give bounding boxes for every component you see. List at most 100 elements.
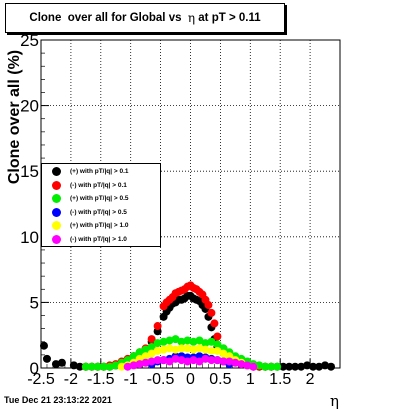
data-point-series-3 [201, 339, 210, 348]
data-point-series-2 [213, 332, 222, 341]
data-point-series-6 [159, 356, 168, 365]
data-point-series-6 [231, 358, 240, 367]
data-point-series-1 [75, 362, 84, 371]
data-point-series-2 [147, 335, 156, 344]
legend-marker [52, 194, 61, 203]
data-point-series-6 [141, 358, 150, 367]
data-point-series-3 [177, 337, 186, 346]
chart-title-greek: η [187, 11, 196, 25]
legend-label: (+) with pT/|q| > 0.1 [70, 168, 129, 175]
timestamp-footer: Tue Dec 21 23:13:22 2021 [4, 395, 112, 405]
data-point-series-1 [321, 361, 330, 370]
data-point-series-2 [207, 308, 216, 317]
legend-entry: (-) with pT/|q| > 0.1 [42, 179, 160, 192]
data-point-series-3 [141, 345, 150, 354]
data-point-series-6 [129, 361, 138, 370]
data-point-series-3 [153, 339, 162, 348]
y-tick-label: 25 [20, 31, 39, 50]
data-point-series-3 [183, 336, 192, 345]
y-tick-label: 0 [30, 359, 39, 378]
data-point-series-1 [303, 361, 312, 370]
data-point-series-3 [261, 362, 270, 371]
data-point-series-5 [177, 344, 186, 353]
data-point-series-6 [195, 357, 204, 366]
data-point-series-1 [291, 362, 300, 371]
data-point-series-3 [111, 361, 120, 370]
data-points [39, 281, 336, 371]
data-point-series-1 [57, 358, 66, 367]
data-point-series-3 [255, 361, 264, 370]
x-tick-label: 1 [246, 371, 255, 388]
legend-entry: (+) with pT/|q| > 1.0 [42, 219, 160, 232]
data-point-series-5 [213, 346, 222, 355]
data-point-series-1 [327, 362, 336, 371]
legend-marker [52, 180, 61, 190]
data-point-series-2 [210, 319, 219, 328]
x-tick-label: -0.5 [147, 371, 175, 388]
legend-entry: (+) with pT/|q| > 0.5 [42, 192, 160, 205]
legend-label: (+) with pT/|q| > 1.0 [70, 222, 129, 229]
legend-entry: (-) with pT/|q| > 0.5 [42, 206, 160, 219]
data-point-series-6 [243, 361, 252, 370]
data-point-series-1 [279, 362, 288, 371]
data-point-series-6 [177, 356, 186, 365]
chart-title: Clone over all for Global vs η at pT > 0… [5, 3, 285, 33]
data-point-series-5 [159, 345, 168, 354]
data-point-series-6 [135, 360, 144, 369]
data-point-series-3 [165, 336, 174, 345]
legend-entry: (-) with pT/|q| > 1.0 [42, 233, 160, 246]
legend: (+) with pT/|q| > 0.1 (-) with pT/|q| > 0… [41, 163, 161, 247]
y-axis-label: Clone over all (%) [6, 49, 23, 185]
data-point-series-3 [189, 337, 198, 346]
data-point-series-6 [189, 356, 198, 365]
legend-label: (-) with pT/|q| > 0.1 [70, 181, 127, 189]
x-tick-label: -2 [64, 371, 78, 388]
data-point-series-6 [249, 362, 258, 371]
x-tick-label: -1 [124, 371, 138, 388]
legend-label: (-) with pT/|q| > 1.0 [70, 235, 127, 243]
data-point-series-6 [171, 354, 180, 363]
data-point-series-6 [237, 360, 246, 369]
y-tick-label: 5 [30, 293, 39, 312]
legend-marker [52, 221, 61, 230]
data-point-series-3 [207, 337, 216, 346]
data-point-series-5 [165, 344, 174, 353]
data-point-series-2 [204, 301, 213, 310]
data-point-series-6 [219, 357, 228, 366]
data-point-series-6 [165, 357, 174, 366]
y-tick-label: 20 [20, 97, 39, 116]
data-point-series-5 [153, 346, 162, 355]
x-tick-label: 0.5 [209, 371, 231, 388]
data-point-series-1 [51, 360, 60, 369]
y-axis-ticks: 0 5 10 15 20 25 [20, 31, 49, 378]
x-tick-label: 1.5 [269, 371, 291, 388]
data-point-series-3 [267, 362, 276, 371]
x-tick-label: 2 [306, 371, 315, 388]
data-point-series-3 [81, 362, 90, 371]
data-point-series-6 [183, 357, 192, 366]
data-point-series-2 [153, 322, 162, 331]
x-tick-label: 0 [186, 371, 195, 388]
data-point-series-5 [219, 349, 228, 358]
data-point-series-5 [201, 345, 210, 354]
data-point-series-6 [207, 356, 216, 365]
data-point-series-5 [207, 346, 216, 355]
data-point-series-1 [309, 362, 318, 371]
data-point-series-3 [147, 343, 156, 352]
data-point-series-3 [195, 336, 204, 345]
data-point-series-6 [201, 354, 210, 363]
x-axis-label: η [330, 392, 339, 410]
data-point-series-3 [135, 348, 144, 357]
legend-marker [52, 167, 61, 176]
legend-marker [52, 234, 61, 244]
data-point-series-6 [213, 356, 222, 365]
data-point-series-3 [105, 362, 114, 371]
data-point-series-3 [87, 362, 96, 371]
legend-entry: (+) with pT/|q| > 0.1 [42, 165, 160, 178]
data-point-series-1 [42, 354, 51, 363]
legend-label: (+) with pT/|q| > 0.5 [70, 195, 129, 202]
data-point-series-5 [147, 349, 156, 358]
chart-title-prefix: Clone over all for Global vs [29, 12, 188, 24]
data-point-series-5 [189, 345, 198, 354]
data-point-series-3 [99, 362, 108, 371]
